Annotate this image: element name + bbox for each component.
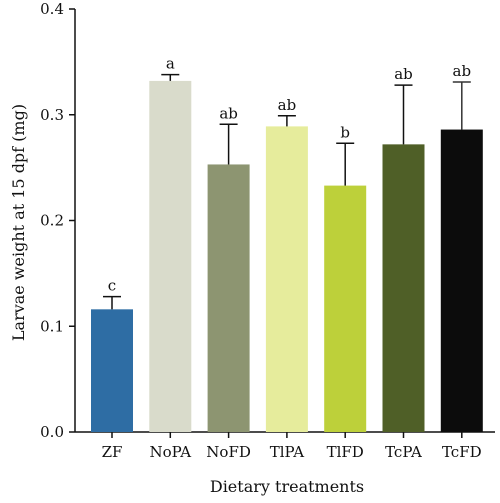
x-tick-label: NoFD (206, 443, 251, 461)
bar-tcfd (440, 129, 483, 432)
significance-label: b (340, 123, 350, 141)
bar-nopa (149, 80, 192, 432)
y-tick-label: 0.1 (40, 317, 64, 335)
bar-tcpa (382, 144, 425, 433)
significance-label: ab (219, 104, 238, 122)
x-tick-label: NoPA (149, 443, 191, 461)
x-tick-label: ZF (102, 443, 123, 461)
y-tick-label: 0.4 (40, 0, 64, 18)
y-tick-label: 0.2 (40, 212, 64, 230)
significance-label: ab (453, 62, 472, 80)
significance-label: ab (394, 65, 413, 83)
y-tick-label: 0.0 (40, 423, 64, 441)
bar-zf (91, 309, 133, 432)
labels: 0.0 0.1 0.2 0.3 0.4 ZF c NoPA a NoFD ab TlPA ab TlFD b… (40, 0, 482, 461)
significance-label: c (108, 277, 116, 295)
axes (69, 8, 495, 438)
bar-tlfd (324, 185, 367, 432)
bars (91, 73, 483, 433)
bar-tlpa (265, 126, 308, 432)
x-axis-title: Dietary treatments (210, 477, 364, 496)
bar-nofd (207, 164, 250, 432)
y-tick-label: 0.3 (40, 106, 64, 124)
y-axis-title: Larvae weight at 15 dpf (mg) (9, 104, 28, 341)
significance-label: a (166, 55, 175, 73)
x-tick-label: TlFD (327, 443, 364, 461)
significance-label: ab (278, 96, 297, 114)
x-tick-label: TcPA (385, 443, 422, 461)
x-tick-label: TcFD (442, 443, 482, 461)
x-tick-label: TlPA (270, 443, 305, 461)
